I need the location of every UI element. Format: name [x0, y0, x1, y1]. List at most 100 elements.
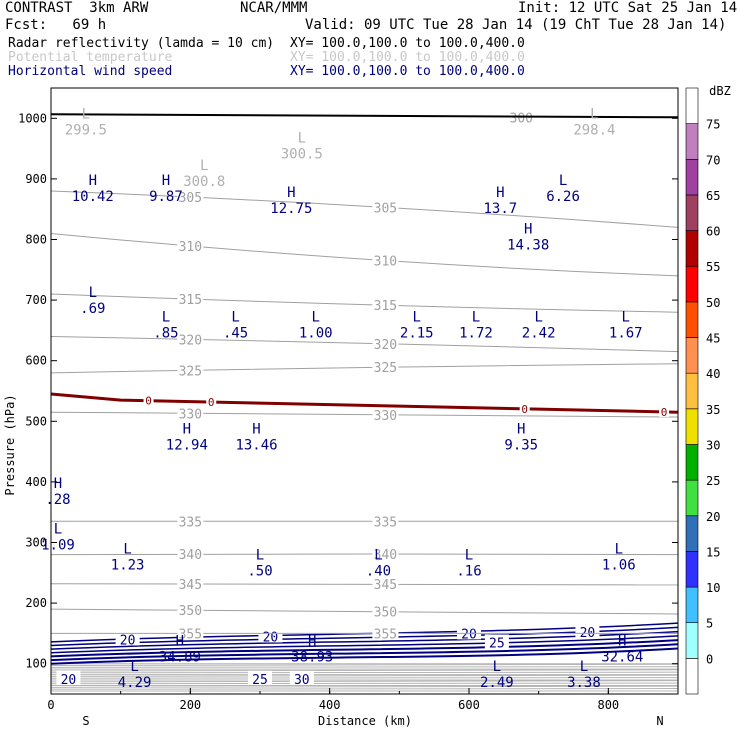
theta-label-335-0: 335: [179, 515, 202, 530]
theta-extremum-value-1: 300.5: [281, 147, 323, 163]
extremum-value-13: 12.94: [166, 437, 208, 453]
extremum-type-26: H: [162, 173, 170, 189]
extremum-type-23: L: [89, 285, 97, 301]
zero-label-3: 0: [661, 406, 668, 419]
theta-label-bg-310-0: [177, 239, 204, 253]
extremum-value-19: 2.15: [400, 325, 434, 341]
field-xy-wind: XY= 100.0,100.0 to 100.0,400.0: [290, 64, 525, 79]
extremum-type-10: L: [465, 548, 473, 564]
extremum-value-3: 2.49: [480, 675, 514, 691]
upper-contour-14: [50, 663, 679, 667]
y-tick-label-300: 300: [25, 536, 47, 550]
extremum-value-29: 6.26: [546, 189, 580, 205]
theta-contour-315: [50, 293, 679, 313]
init-time: Init: 12 UTC Sat 25 Jan 14: [518, 0, 738, 16]
theta-label-bg-335-0: [177, 514, 204, 528]
zero-label-bg-0: [143, 394, 154, 406]
extremum-value-1: 34.89: [159, 650, 201, 666]
theta-label-320-0: 320: [179, 333, 202, 348]
field-name-reflectivity: Radar reflectivity (lamda = 10 cm): [8, 36, 275, 51]
extremum-type-25: H: [89, 173, 97, 189]
colorbar-swatch-11: [685, 265, 699, 303]
colorbar-swatch-13: [685, 194, 699, 231]
colorbar-swatch-5: [685, 479, 699, 517]
wind-label-bg-0: [56, 670, 81, 685]
theta-contour-340: [50, 553, 679, 556]
extremum-type-4: L: [580, 659, 588, 675]
colorbar-swatch-6: [685, 444, 699, 481]
extremum-value-5: 32.64: [601, 650, 643, 666]
extremum-value-0: 4.29: [118, 675, 152, 691]
colorbar-level-75: 75: [706, 118, 720, 132]
colorbar-swatch-3: [685, 551, 699, 588]
theta-contour-345: [50, 583, 679, 586]
wind-contour-1: [50, 643, 679, 662]
extremum-type-8: L: [256, 548, 264, 564]
colorbar-level-35: 35: [706, 403, 720, 417]
colorbar-level-45: 45: [706, 332, 720, 346]
extremum-type-14: H: [252, 421, 260, 437]
wind-label-0: 20: [61, 673, 77, 688]
upper-contour-11: [50, 669, 679, 672]
extremum-type-27: H: [287, 185, 295, 201]
theta-label-315-0: 315: [179, 293, 202, 308]
plot-frame: [50, 87, 679, 695]
wind-label-bg-4: [115, 631, 140, 646]
extremum-type-19: L: [413, 309, 421, 325]
colorbar-swatch-10: [685, 301, 699, 338]
extremum-value-8: .50: [247, 564, 272, 580]
theta-label-bg-305-0: [177, 190, 204, 204]
valid-time: Valid: 09 UTC Tue 28 Jan 14 (19 ChT Tue …: [305, 17, 727, 33]
upper-contour-7: [50, 677, 679, 679]
extremum-value-15: 9.35: [504, 437, 538, 453]
y-tick-label-500: 500: [25, 414, 47, 428]
field-xy-theta: XY= 100.0,100.0 to 100.0,400.0: [290, 50, 525, 65]
theta-label-345-1: 345: [374, 578, 397, 593]
extremum-value-23: .69: [80, 301, 105, 317]
theta-label-bg-320-0: [177, 332, 204, 346]
theta-contour-330: [50, 411, 679, 418]
theta-label-bg-340-1: [372, 547, 399, 561]
colorbar-swatch-8: [685, 372, 699, 410]
theta-extremum-value-0: 300.8: [183, 174, 225, 190]
colorbar-swatch-16: [685, 87, 699, 124]
theta-label-bg-340-0: [177, 547, 204, 561]
extremum-type-6: L: [123, 541, 131, 557]
extremum-type-17: L: [231, 309, 239, 325]
theta-label-355-1: 355: [374, 627, 397, 642]
extremum-value-28: 13.7: [483, 201, 517, 217]
colorbar-level-40: 40: [706, 367, 720, 381]
wind-label-bg-6: [457, 625, 481, 640]
theta-label-bg-350-1: [372, 604, 399, 618]
extremum-value-18: 1.00: [299, 325, 333, 341]
theta-label-350-1: 350: [374, 605, 397, 620]
extremum-type-9: L: [374, 548, 382, 564]
theta-label-350-0: 350: [179, 604, 202, 619]
theta-label-330-0: 330: [179, 407, 202, 422]
zero-label-0: 0: [145, 395, 152, 408]
theta-label-305-1: 305: [374, 201, 397, 216]
wind-label-bg-1: [248, 670, 272, 685]
theta-label-325-0: 325: [179, 364, 202, 379]
zero-label-bg-1: [206, 396, 217, 408]
upper-contour-4: [50, 682, 679, 685]
upper-contour-8: [50, 674, 679, 677]
extremum-type-7: L: [54, 521, 62, 537]
extremum-value-16: .85: [153, 325, 178, 341]
upper-contour-13: [50, 666, 679, 668]
field-name-theta: Potential temperature: [8, 50, 173, 65]
wind-contour-2: [50, 639, 679, 658]
colorbar-level-20: 20: [706, 510, 720, 524]
y-tick-label-700: 700: [25, 293, 47, 307]
theta-label-bg-325-0: [177, 363, 204, 377]
extremum-value-26: 9.87: [149, 189, 183, 205]
extremum-type-21: L: [534, 309, 542, 325]
colorbar-swatch-15: [685, 123, 699, 160]
extremum-value-10: .16: [456, 564, 481, 580]
colorbar-level-60: 60: [706, 225, 720, 239]
south-label: S: [82, 714, 89, 728]
colorbar-swatch-2: [685, 586, 699, 624]
theta-label-bg-350-0: [177, 603, 204, 617]
theta-label-bg-345-1: [372, 577, 399, 591]
wind-contour-3: [50, 635, 679, 654]
